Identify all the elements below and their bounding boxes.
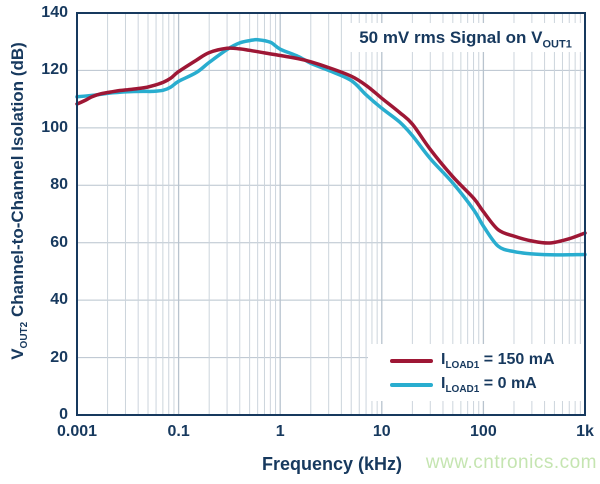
chart-legend: ILOAD1 = 150 mA ILOAD1 = 0 mA	[368, 344, 584, 401]
y-tick-label: 120	[41, 61, 68, 79]
legend-label-0ma-pre: I	[441, 374, 446, 392]
y-tick-label: 80	[50, 176, 68, 194]
legend-item-0ma: ILOAD1 = 0 mA	[368, 373, 584, 397]
legend-label-150ma-pre: I	[441, 350, 446, 368]
y-axis-title: VOUT2 Channel-to-Channel Isolation (dB)	[8, 42, 30, 360]
y-tick-label: 60	[50, 233, 68, 251]
legend-label-0ma-sub: LOAD1	[445, 384, 480, 396]
legend-label-150ma-sub: LOAD1	[445, 360, 480, 372]
chart-annotation: 50 mV rms Signal on VOUT1	[347, 23, 584, 52]
x-tick-label: 0.001	[56, 423, 98, 440]
y-tick-label: 0	[59, 406, 68, 423]
legend-label-150ma-post: = 150 mA	[479, 350, 555, 368]
legend-label-150ma: ILOAD1 = 150 mA	[441, 351, 555, 371]
x-axis-title: Frequency (kHz)	[261, 454, 403, 474]
x-tick-label: 10	[372, 423, 391, 440]
legend-label-0ma: ILOAD1 = 0 mA	[441, 375, 537, 395]
x-tick-label: 0.1	[167, 423, 190, 440]
x-tick-label: 1k	[576, 423, 594, 440]
y-tick-label: 20	[50, 348, 68, 366]
y-axis-title-sub: OUT2	[19, 321, 31, 349]
x-tick-label: 1	[275, 423, 285, 440]
chart-annotation-sub: OUT1	[542, 38, 572, 51]
y-tick-label: 40	[50, 291, 68, 309]
y-tick-label: 100	[41, 118, 68, 136]
chart-annotation-pre: 50 mV rms Signal on V	[359, 28, 543, 47]
legend-label-0ma-post: = 0 mA	[479, 374, 537, 392]
legend-swatch-0ma	[390, 383, 433, 387]
legend-item-150ma: ILOAD1 = 150 mA	[368, 349, 584, 373]
watermark: www.cntronics.com	[425, 452, 597, 473]
x-tick-label: 100	[470, 423, 497, 440]
y-tick-label: 140	[41, 4, 68, 21]
legend-swatch-150ma	[390, 359, 433, 363]
